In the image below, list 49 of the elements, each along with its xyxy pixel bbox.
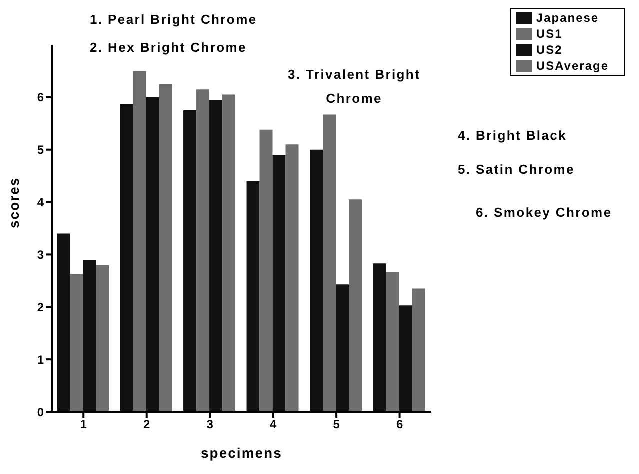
bar <box>96 265 110 412</box>
bar <box>336 284 349 412</box>
text: 5. Satin Chrome <box>458 161 575 179</box>
legend-label: USAverage <box>536 59 609 74</box>
bar <box>286 144 299 412</box>
bar <box>399 306 412 412</box>
bar <box>133 71 146 412</box>
bar <box>210 100 223 412</box>
bar <box>260 130 273 412</box>
bar <box>322 114 336 412</box>
y-tick-label: 3 <box>37 248 44 262</box>
annotation: 2. Hex Bright Chrome <box>90 39 247 57</box>
bar <box>348 200 362 412</box>
text: 6. Smokey Chrome <box>476 204 612 222</box>
y-axis-title: scores <box>6 177 22 228</box>
bar <box>222 94 236 412</box>
text: 4. Bright Black <box>458 127 568 145</box>
bar <box>272 155 286 412</box>
x-tick-label: 1 <box>80 418 88 432</box>
x-tick-label: 6 <box>396 418 404 432</box>
y-tick-label: 6 <box>37 90 44 105</box>
y-tick-label: 0 <box>37 405 44 420</box>
bar <box>386 272 400 412</box>
bar <box>246 181 260 412</box>
legend-label: US2 <box>536 43 563 58</box>
y-tick-label: 4 <box>37 196 44 210</box>
x-tick-label: 5 <box>333 418 340 432</box>
bar <box>57 234 70 412</box>
bar <box>70 274 84 412</box>
bar <box>146 97 160 412</box>
bar <box>83 260 96 412</box>
x-tick-label: 3 <box>206 418 214 432</box>
bar <box>412 288 426 412</box>
legend-label: Japanese <box>536 11 600 26</box>
bar <box>196 90 210 412</box>
bar <box>184 110 197 412</box>
x-axis-title: specimens <box>201 445 282 461</box>
y-tick-label: 2 <box>37 300 44 314</box>
y-tick-label: 5 <box>37 143 44 158</box>
x-tick-label: 4 <box>270 418 277 432</box>
bar <box>120 104 134 412</box>
x-tick-label: 2 <box>144 418 151 432</box>
legend-label: US1 <box>536 27 563 42</box>
bar <box>310 150 323 412</box>
bar <box>373 264 386 412</box>
text: 1. Pearl Bright Chrome <box>90 11 258 29</box>
y-tick-label: 1 <box>37 352 44 367</box>
annotation: 3. Trivalent Bright Chrome <box>288 66 421 108</box>
bar <box>159 84 172 412</box>
